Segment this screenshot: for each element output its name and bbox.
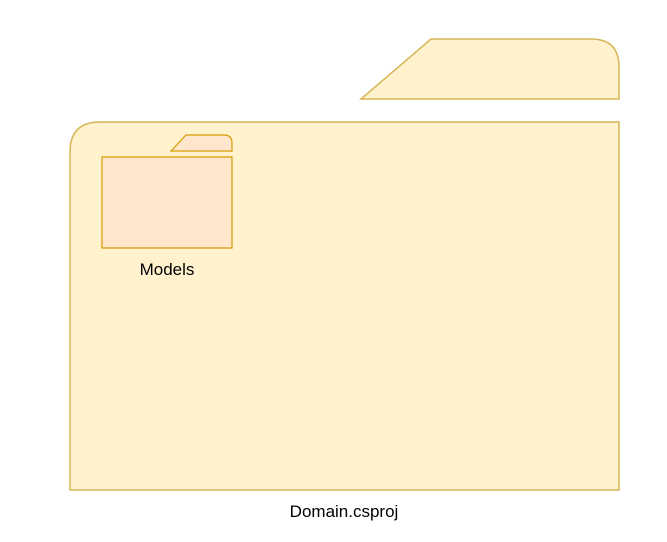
models-folder-label: Models bbox=[139, 260, 195, 279]
project-folder-tab bbox=[358, 38, 620, 100]
models-folder-body bbox=[101, 156, 233, 249]
project-folder-label: Domain.csproj bbox=[289, 502, 399, 521]
models-folder-tab bbox=[169, 134, 233, 152]
models-folder-icon[interactable] bbox=[101, 134, 233, 249]
